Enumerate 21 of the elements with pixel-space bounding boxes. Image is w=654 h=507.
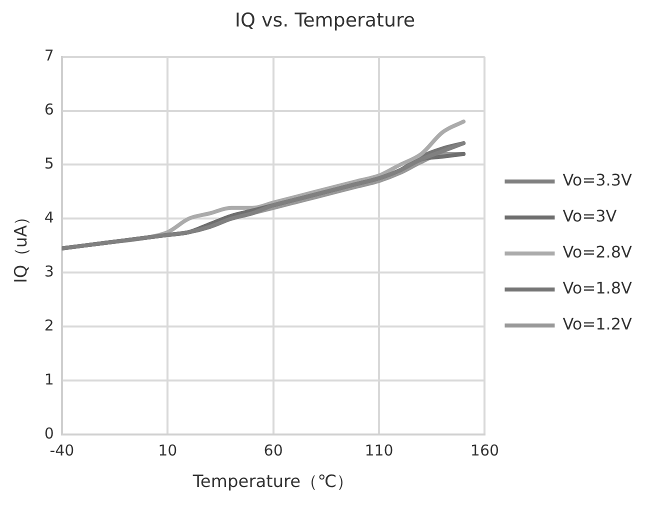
legend-label: Vo=3V <box>562 206 617 226</box>
y-tick-label: 1 <box>44 370 54 389</box>
y-tick-label: 2 <box>44 316 54 335</box>
x-tick-label: 160 <box>470 441 500 460</box>
x-tick-label: 60 <box>264 441 283 460</box>
x-tick-label: 110 <box>364 441 394 460</box>
y-tick-label: 3 <box>44 262 54 281</box>
y-tick-label: 6 <box>44 100 54 119</box>
legend-label: Vo=1.8V <box>562 278 632 298</box>
y-tick-label: 0 <box>44 424 54 442</box>
y-tick-label: 7 <box>44 46 54 65</box>
y-tick-label: 5 <box>44 154 54 173</box>
chart-title: IQ vs. Temperature <box>234 9 416 32</box>
y-tick-label: 4 <box>44 208 54 227</box>
legend-label: Vo=3.3V <box>562 170 632 190</box>
legend-label: Vo=1.2V <box>562 314 632 334</box>
y-axis-title: IQ（uA） <box>12 208 32 284</box>
x-axis-title: Temperature（℃） <box>192 472 354 492</box>
x-tick-label: -40 <box>50 441 74 460</box>
legend-label: Vo=2.8V <box>562 242 632 262</box>
x-tick-label: 10 <box>158 441 178 460</box>
